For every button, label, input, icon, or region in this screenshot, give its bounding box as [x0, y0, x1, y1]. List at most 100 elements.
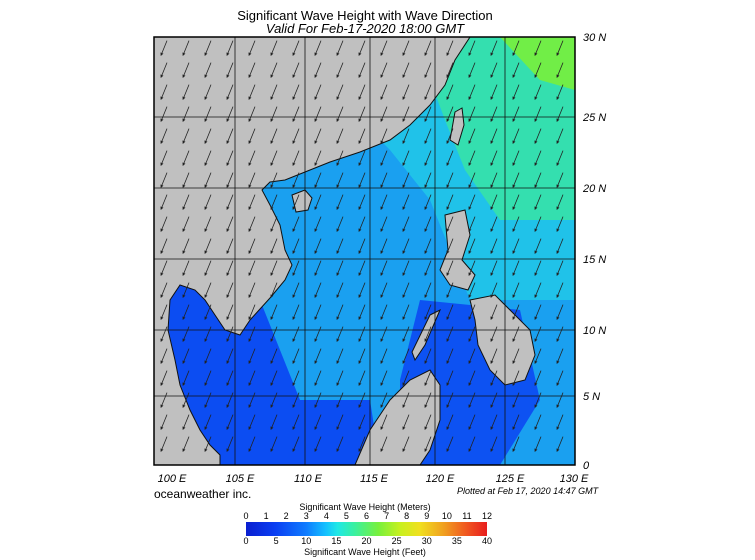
lon-label: 100 E	[158, 473, 187, 485]
wave-arrow	[446, 348, 454, 364]
wave-arrow	[160, 216, 168, 232]
wave-arrow	[336, 348, 344, 364]
wave-arrow	[292, 304, 300, 320]
wave-arrow	[424, 194, 432, 210]
wave-arrow	[358, 370, 366, 386]
wave-arrow	[314, 106, 322, 122]
wave-arrow	[380, 282, 388, 298]
wave-arrow	[534, 150, 542, 166]
wave-arrow	[534, 216, 542, 232]
wave-arrow	[292, 326, 300, 342]
wave-arrow	[380, 436, 388, 452]
wave-arrow	[556, 150, 564, 166]
wave-arrow	[248, 260, 256, 276]
wave-arrow	[226, 106, 234, 122]
wave-arrow	[248, 84, 256, 100]
wave-arrow	[446, 84, 454, 100]
wave-arrow	[490, 414, 498, 430]
wave-arrow	[468, 436, 476, 452]
wave-arrow	[556, 216, 564, 232]
wave-arrow	[490, 436, 498, 452]
wave-arrow	[226, 326, 234, 342]
wave-arrow	[314, 282, 322, 298]
wave-arrow	[358, 150, 366, 166]
wave-arrow	[182, 414, 190, 430]
wave-arrow	[358, 260, 366, 276]
colorbar-meter-tick: 7	[384, 511, 390, 521]
wave-arrow	[512, 194, 520, 210]
colorbar-meter-tick: 6	[363, 511, 370, 521]
wave-arrow	[358, 238, 366, 254]
land-palawan	[411, 308, 441, 362]
wave-arrow	[380, 62, 388, 78]
wave-arrow	[226, 392, 234, 408]
wave-arrow	[534, 128, 542, 144]
wave-arrow	[512, 150, 520, 166]
wave-arrow	[358, 128, 366, 144]
wave-arrow	[424, 326, 432, 342]
wave-arrow	[204, 40, 212, 56]
wave-arrow	[248, 128, 256, 144]
wave-arrow	[336, 106, 344, 122]
wave-arrow	[292, 84, 300, 100]
colorbar-meter-tick: 4	[323, 511, 329, 521]
wave-arrow	[204, 260, 212, 276]
wave-arrow	[380, 84, 388, 100]
wave-arrow	[226, 238, 234, 254]
wave-arrow	[556, 172, 564, 188]
wave-arrow	[424, 172, 432, 188]
wave-arrow	[534, 282, 542, 298]
wave-arrow	[446, 282, 454, 298]
wave-arrow	[336, 194, 344, 210]
wave-arrow	[468, 150, 476, 166]
wave-arrow	[336, 436, 344, 452]
wave-arrow	[248, 194, 256, 210]
wave-arrow	[468, 348, 476, 364]
wave-arrow	[402, 348, 410, 364]
lat-label: 0	[583, 460, 590, 472]
wave-arrow	[402, 62, 410, 78]
wave-arrow	[446, 436, 454, 452]
wave-arrow	[292, 238, 300, 254]
wave-arrow	[446, 216, 454, 232]
wave-arrow	[226, 436, 234, 452]
wave-arrow	[292, 62, 300, 78]
wave-arrow	[314, 392, 322, 408]
wave-arrow	[270, 436, 278, 452]
wave-arrow	[314, 62, 322, 78]
wave-arrow	[468, 370, 476, 386]
colorbar-title-meters: Significant Wave Height (Meters)	[299, 502, 431, 512]
wave-arrow	[226, 40, 234, 56]
map-frame	[153, 36, 576, 466]
wave-arrow	[512, 392, 520, 408]
wave-arrow	[512, 436, 520, 452]
wave-arrow	[204, 326, 212, 342]
lat-label: 15 N	[583, 254, 606, 266]
colorbar	[246, 522, 487, 536]
wave-arrow	[204, 84, 212, 100]
wave-arrow	[534, 40, 542, 56]
lon-label: 130 E	[560, 473, 589, 485]
wave-arrow	[424, 348, 432, 364]
wave-arrow	[512, 238, 520, 254]
wave-arrow	[160, 370, 168, 386]
wave-arrow	[160, 282, 168, 298]
wave-arrow	[292, 282, 300, 298]
wave-arrow	[490, 392, 498, 408]
wave-arrow	[358, 40, 366, 56]
wave-arrow	[182, 392, 190, 408]
wave-arrow	[204, 436, 212, 452]
colorbar-meter-tick: 5	[343, 511, 349, 521]
wave-arrow	[402, 260, 410, 276]
wave-arrow	[336, 326, 344, 342]
wave-arrow	[402, 282, 410, 298]
wave-arrow	[204, 150, 212, 166]
wave-arrow	[314, 150, 322, 166]
wave-arrow	[182, 216, 190, 232]
wave-arrow	[182, 84, 190, 100]
wave-arrow	[424, 282, 432, 298]
wave-arrow	[292, 172, 300, 188]
wave-arrow	[160, 392, 168, 408]
wave-arrow	[248, 172, 256, 188]
wave-arrow	[512, 348, 520, 364]
